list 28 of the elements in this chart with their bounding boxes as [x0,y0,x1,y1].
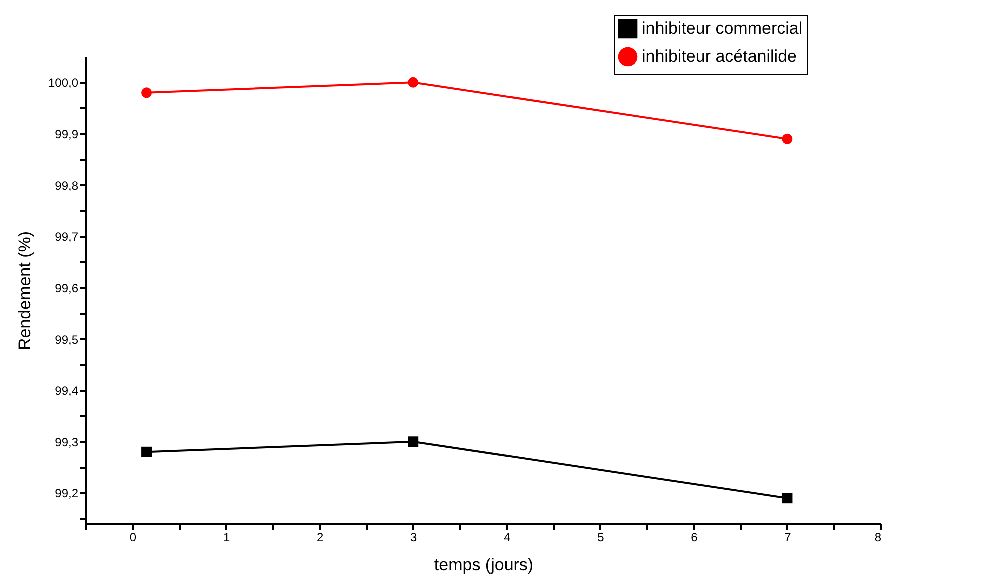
point [142,446,152,458]
point [142,88,152,98]
y-tick-label: 100,0 [48,76,79,90]
legend-label: inhibiteur commercial [642,19,803,38]
x-tick-label: 3 [410,530,418,544]
y-tick-label: 99,8 [55,178,79,193]
x-tick-label: 5 [598,530,605,544]
y-tick-label: 99,3 [55,435,79,450]
legend-label: inhibiteur acétanilide [642,47,797,66]
y-axis-title: Rendement (%) [15,231,34,351]
point [408,436,419,448]
point [782,493,793,504]
point [408,77,419,88]
y-tick-label: 99,5 [55,332,79,347]
x-tick-label: 0 [130,530,137,544]
x-tick-label: 8 [874,530,882,544]
y-tick-label: 99,2 [55,486,79,501]
y-tick-label: 99,6 [55,281,79,296]
point [782,134,793,144]
y-tick-label: 99,7 [55,230,79,244]
x-tick-label: 6 [691,530,698,544]
y-tick-label: 99,4 [55,384,79,398]
x-tick-label: 7 [784,530,792,544]
x-tick-label: 4 [504,530,512,544]
y-tick-label: 99,9 [55,127,79,142]
x-tick-label: 2 [316,530,324,544]
x-axis-title: temps (jours) [434,556,534,574]
x-tick-label: 1 [223,530,230,544]
